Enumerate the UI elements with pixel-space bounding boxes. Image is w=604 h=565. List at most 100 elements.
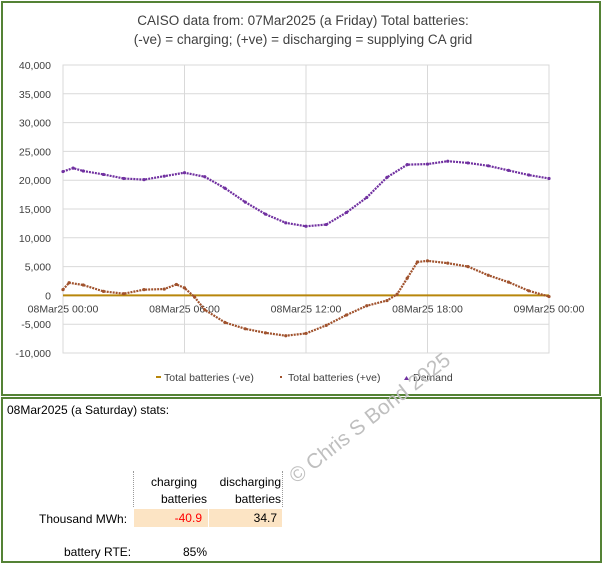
- discharging-header-divider: [282, 471, 283, 507]
- y-tick-label: 20,000: [19, 175, 51, 187]
- demand-point: [284, 221, 288, 225]
- demand-point: [81, 169, 85, 173]
- discharging-value: 34.7: [253, 511, 277, 525]
- battery-point: [67, 281, 71, 285]
- demand-point: [527, 173, 531, 177]
- x-tick-label: 08Mar25 12:00: [271, 303, 342, 315]
- demand-point: [405, 163, 409, 167]
- demand-point: [506, 168, 511, 173]
- demand-point: [142, 178, 146, 182]
- battery-point: [446, 261, 450, 265]
- legend-marker: [156, 376, 161, 378]
- stats-heading: 08Mar2025 (a Saturday) stats:: [7, 403, 170, 417]
- y-tick-label: 0: [45, 290, 51, 302]
- battery-point: [395, 292, 399, 296]
- battery-point: [101, 289, 106, 293]
- y-tick-label: 40,000: [19, 60, 51, 72]
- demand-point: [344, 210, 349, 215]
- rte-value: 85%: [182, 545, 207, 559]
- x-tick-label: 08Mar25 00:00: [28, 303, 99, 315]
- demand-point: [446, 159, 450, 163]
- demand-point: [365, 195, 369, 200]
- discharging-header-line-1: discharging: [219, 475, 281, 489]
- discharging-header-line-2: batteries: [234, 492, 281, 506]
- stats-panel: 08Mar2025 (a Saturday) stats: charging b…: [1, 397, 602, 563]
- demand-point: [385, 175, 389, 179]
- charging-value-cell: -40.9: [134, 509, 208, 527]
- battery-point: [193, 295, 197, 299]
- legend-label: Total batteries (+ve): [288, 372, 381, 384]
- battery-point: [243, 327, 247, 331]
- y-tick-label: 25,000: [19, 146, 51, 158]
- demand-point: [122, 176, 126, 181]
- demand-point: [223, 186, 227, 190]
- chart-svg: CAISO data from: 07Mar2025 (a Friday) To…: [15, 13, 584, 384]
- y-tick-label: -10,000: [15, 348, 51, 360]
- battery-point: [142, 288, 146, 292]
- demand-point: [304, 224, 308, 228]
- legend: Total batteries (-ve) Total batteries (+v…: [156, 372, 453, 384]
- battery-point: [284, 334, 288, 338]
- battery-point: [162, 287, 166, 291]
- discharging-value-cell: 34.7: [209, 509, 282, 527]
- y-tick-label: -5,000: [21, 319, 51, 331]
- battery-point: [425, 259, 430, 263]
- battery-point: [547, 294, 551, 299]
- demand-point: [466, 161, 470, 165]
- y-tick-label: 35,000: [19, 89, 51, 101]
- battery-point: [182, 286, 187, 290]
- chart-frame: CAISO data from: 07Mar2025 (a Friday) To…: [1, 1, 601, 396]
- battery-point: [415, 260, 419, 264]
- legend-marker: [404, 376, 409, 380]
- y-tick-label: 10,000: [19, 233, 51, 245]
- battery-point: [81, 283, 85, 287]
- battery-point: [122, 292, 126, 296]
- charging-header-line-2: batteries: [160, 492, 207, 506]
- demand-point: [71, 166, 75, 170]
- battery-point: [405, 276, 409, 280]
- rte-label: battery RTE:: [64, 545, 132, 559]
- legend-label: Demand: [413, 372, 453, 384]
- demand-point: [61, 169, 65, 174]
- y-tick-label: 5,000: [25, 262, 51, 274]
- legend-marker: [280, 376, 282, 378]
- battery-point: [344, 313, 349, 317]
- demand-point: [324, 222, 328, 227]
- series-line-batteries-positive: [62, 259, 550, 337]
- battery-point: [486, 273, 490, 277]
- demand-point: [243, 200, 247, 204]
- legend-label: Total batteries (-ve): [164, 372, 254, 384]
- demand-point: [101, 172, 106, 177]
- series-layer: [61, 159, 551, 338]
- demand-point: [425, 162, 430, 166]
- battery-point: [61, 288, 65, 292]
- demand-point: [162, 174, 166, 178]
- x-tick-label: 08Mar25 18:00: [392, 303, 463, 315]
- battery-point: [466, 265, 470, 269]
- charging-header-line-1: charging: [150, 475, 197, 489]
- chart-title-line-2: (-ve) = charging; (+ve) = discharging = …: [134, 32, 472, 47]
- y-tick-label: 30,000: [19, 118, 51, 130]
- demand-point: [547, 176, 551, 181]
- battery-point: [263, 331, 268, 335]
- demand-point: [203, 175, 207, 179]
- battery-point: [324, 323, 328, 327]
- battery-point: [304, 331, 308, 336]
- battery-point: [365, 304, 369, 308]
- x-tick-label: 09Mar25 00:00: [514, 303, 585, 315]
- axis-layer: 40,000 35,000 30,000 25,000 20,000 15,000 10,0…: [15, 60, 584, 360]
- battery-point: [174, 282, 178, 287]
- battery-point: [223, 320, 227, 325]
- battery-point: [385, 298, 389, 303]
- charging-header-divider: [133, 471, 134, 507]
- chart-title-line-1: CAISO data from: 07Mar2025 (a Friday) To…: [137, 13, 468, 28]
- battery-point: [203, 308, 207, 312]
- charging-value: -40.9: [174, 511, 202, 525]
- demand-point: [486, 164, 490, 168]
- demand-point: [182, 171, 187, 175]
- battery-point: [506, 280, 511, 284]
- demand-point: [263, 212, 268, 216]
- row-label: Thousand MWh:: [39, 512, 128, 526]
- y-tick-label: 15,000: [19, 204, 51, 216]
- battery-point: [527, 289, 531, 293]
